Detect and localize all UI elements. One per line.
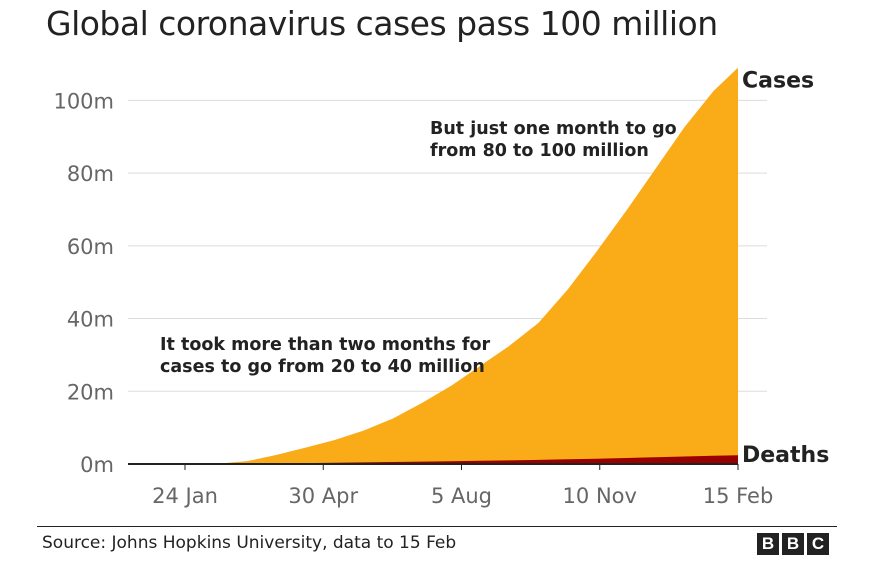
chart-annotation-line: But just one month to go <box>430 119 677 139</box>
chart-annotation: It took more than two months for cases to… <box>160 335 490 377</box>
chart-annotation-line: cases to go from 20 to 40 million <box>160 357 485 377</box>
bbc-logo-letter: B <box>782 533 804 555</box>
footer-divider <box>37 526 837 527</box>
y-tick-label: 80m <box>67 162 114 186</box>
y-tick-label: 100m <box>53 89 114 113</box>
y-tick-label: 60m <box>67 235 114 259</box>
y-tick-label: 0m <box>80 453 114 477</box>
bbc-logo: B B C <box>757 533 829 555</box>
x-tick-label: 15 Feb <box>703 484 774 508</box>
source-note: Source: Johns Hopkins University, data t… <box>42 533 457 553</box>
x-tick-label: 5 Aug <box>431 484 492 508</box>
y-tick-label: 20m <box>67 380 114 404</box>
y-tick-label: 40m <box>67 308 114 332</box>
chart-annotation-line: It took more than two months for <box>160 335 490 355</box>
bbc-logo-letter: C <box>807 533 829 555</box>
deaths-area <box>128 455 738 464</box>
chart-area: 0m 20m 40m 60m 80m 100m 24 Jan 30 Apr 5 Aug 10 No… <box>53 67 829 508</box>
x-tick-label: 24 Jan <box>152 484 218 508</box>
chart-annotation-line: from 80 to 100 million <box>430 141 649 161</box>
x-tick-label: 10 Nov <box>563 484 637 508</box>
x-tick-label: 30 Apr <box>288 484 358 508</box>
cases-area <box>128 67 738 464</box>
chart-title: Global coronavirus cases pass 100 millio… <box>46 4 718 43</box>
bbc-logo-letter: B <box>757 533 779 555</box>
cases-end-label: Cases <box>742 69 814 94</box>
deaths-end-label: Deaths <box>742 443 829 468</box>
chart-annotation: But just one month to go from 80 to 100 m… <box>430 119 677 161</box>
